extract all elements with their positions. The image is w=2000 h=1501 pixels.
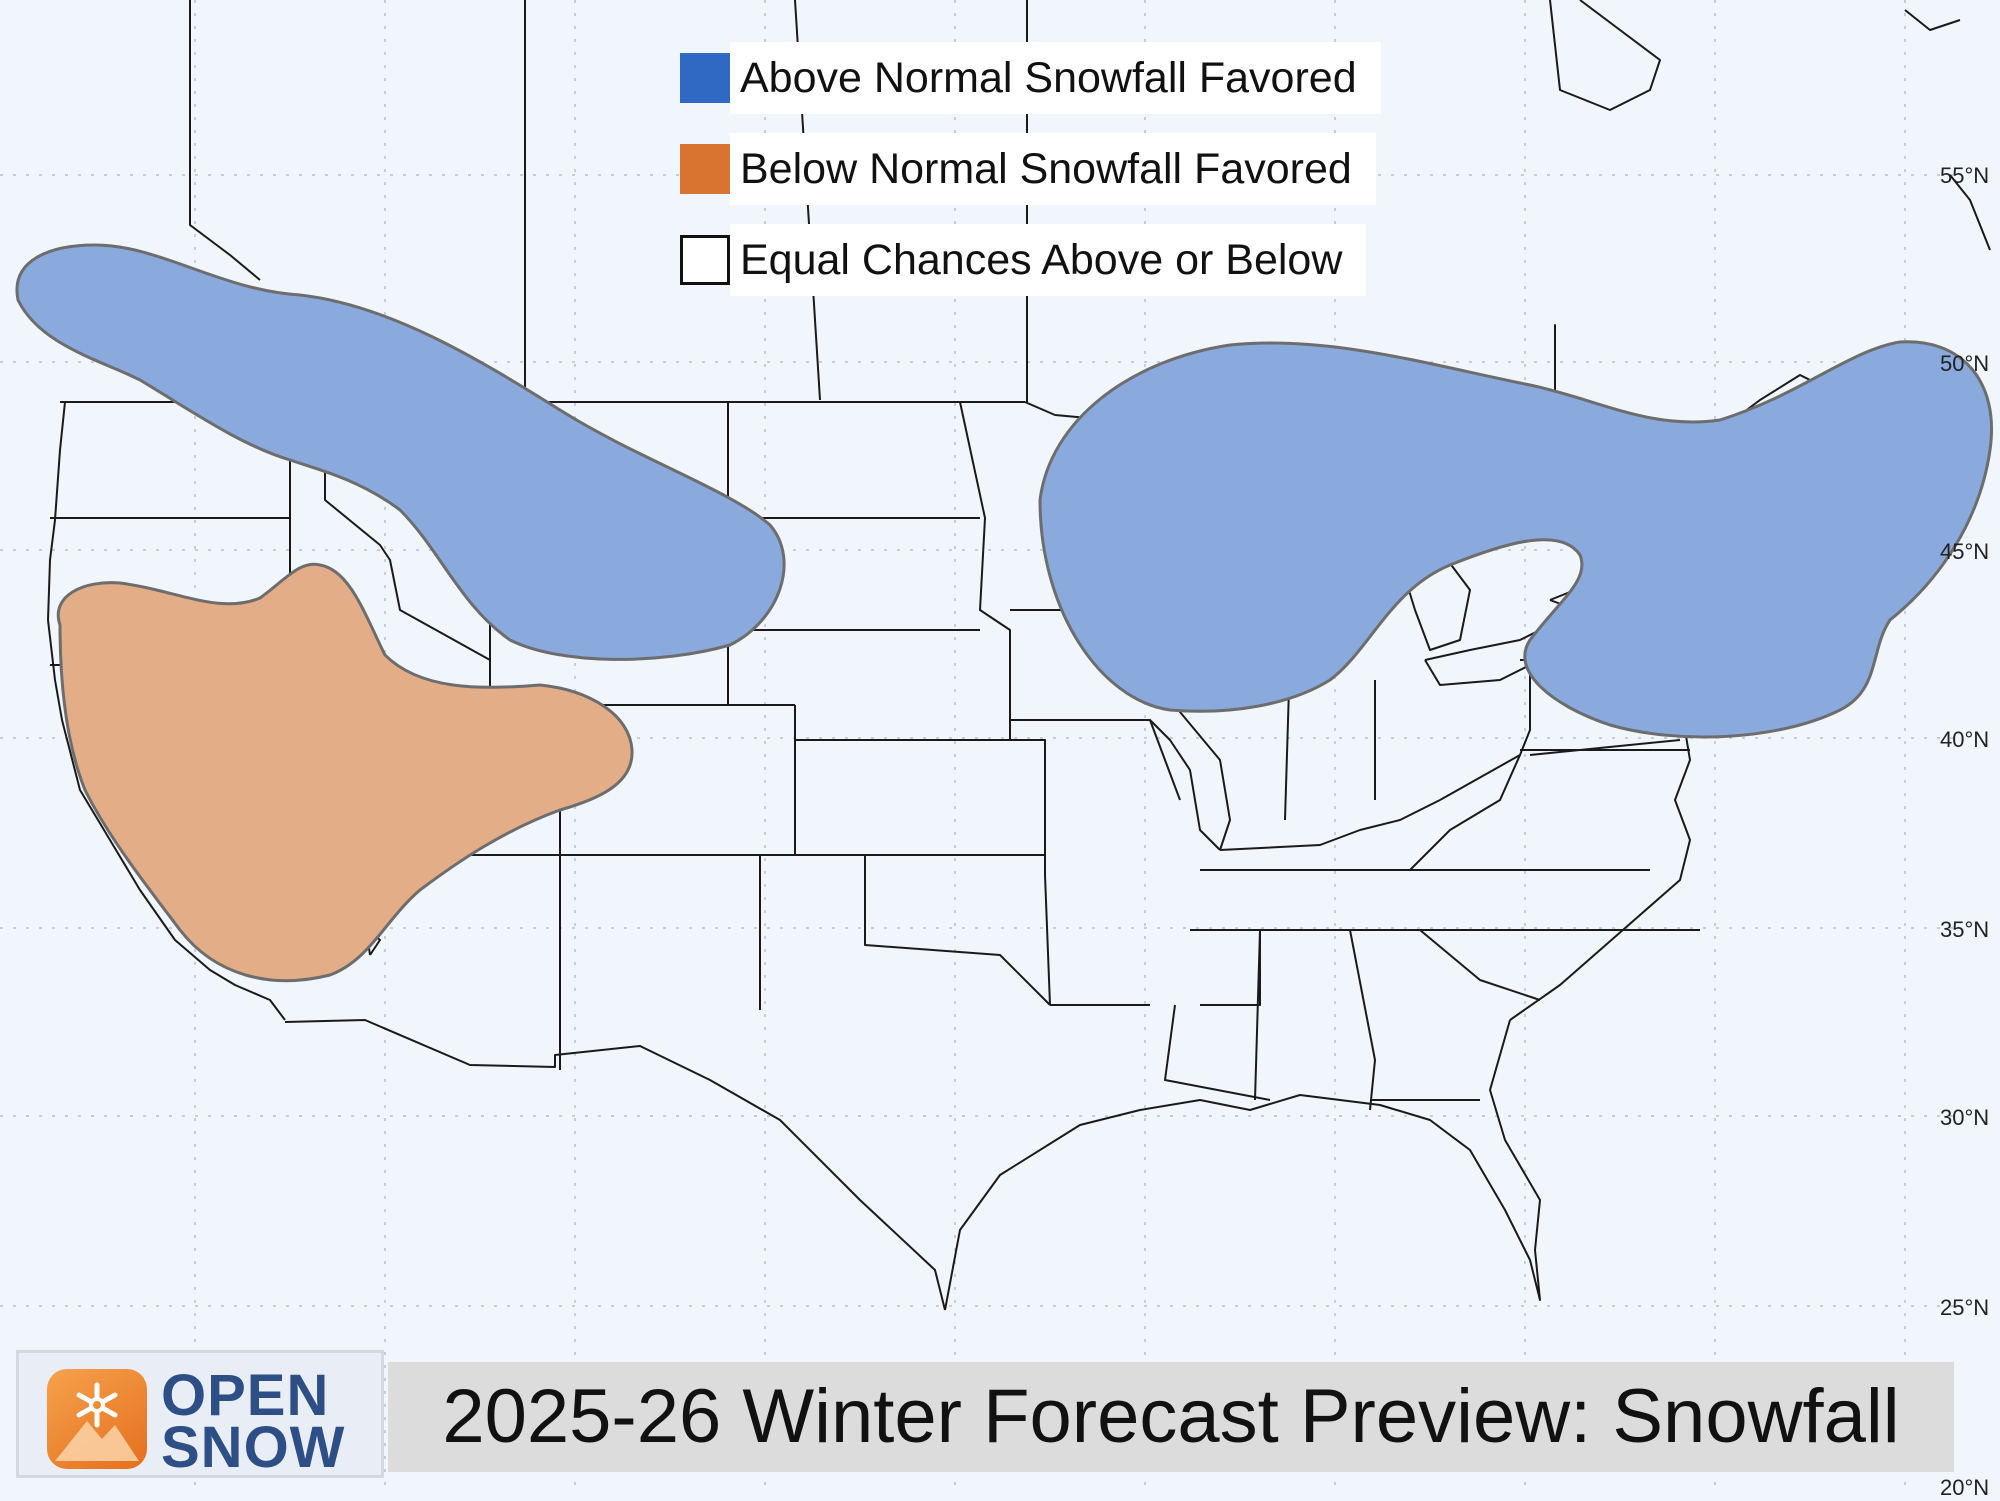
latitude-label-35: 35°N — [1940, 917, 1990, 942]
legend-label-above: Above Normal Snowfall Favored — [730, 42, 1381, 114]
snowflake-mountain-icon — [47, 1369, 147, 1469]
latitude-label-55: 55°N — [1940, 163, 1990, 188]
opensnow-logo: OPEN SNOW — [16, 1350, 384, 1478]
below-normal-area-west — [56, 562, 634, 983]
above-normal-snowfall-areas — [15, 243, 1993, 739]
legend-swatch-above — [680, 53, 730, 103]
above-normal-area-great-lakes-northeast — [1038, 340, 1993, 739]
latitude-label-30: 30°N — [1940, 1105, 1990, 1130]
legend-item-above: Above Normal Snowfall Favored — [680, 42, 1381, 114]
latitude-label-25: 25°N — [1940, 1295, 1990, 1320]
legend-label-equal: Equal Chances Above or Below — [730, 224, 1367, 296]
below-normal-snowfall-areas — [56, 562, 634, 983]
legend-label-below: Below Normal Snowfall Favored — [730, 133, 1376, 205]
latitude-label-40: 40°N — [1940, 727, 1990, 752]
latitude-label-50: 50°N — [1940, 351, 1990, 376]
legend-item-below: Below Normal Snowfall Favored — [680, 133, 1376, 205]
above-normal-area-northwest — [15, 243, 786, 661]
latitude-label-45: 45°N — [1940, 539, 1990, 564]
page-title: 2025-26 Winter Forecast Preview: Snowfal… — [442, 1374, 1900, 1459]
title-banner: 2025-26 Winter Forecast Preview: Snowfal… — [388, 1362, 1954, 1472]
legend-swatch-below — [680, 144, 730, 194]
logo-word-open: OPEN — [161, 1363, 330, 1428]
latitude-label-20: 20°N — [1940, 1475, 1990, 1500]
legend-item-equal: Equal Chances Above or Below — [680, 224, 1367, 296]
legend-swatch-equal — [680, 235, 730, 285]
logo-word-snow: SNOW — [161, 1415, 346, 1480]
